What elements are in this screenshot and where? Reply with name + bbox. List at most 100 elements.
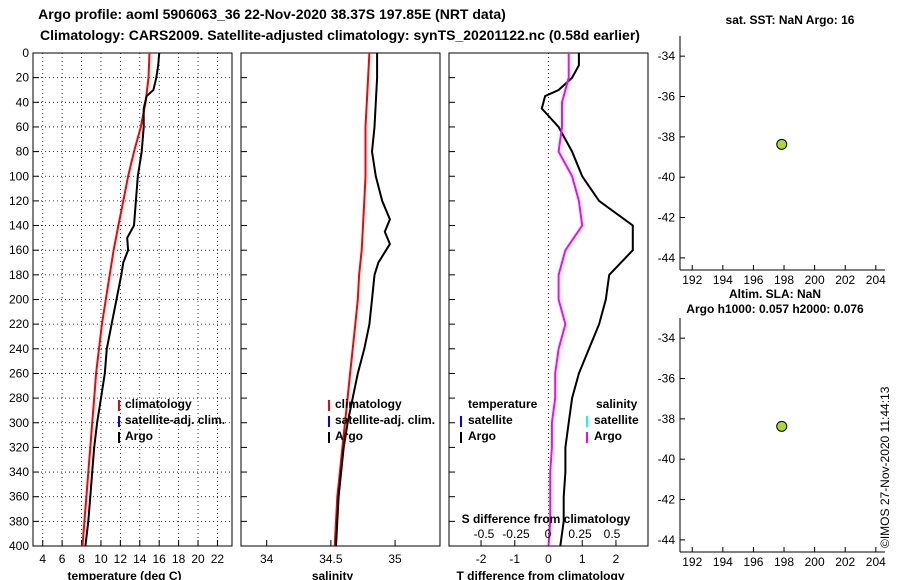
depth-tick-label: 400 bbox=[9, 539, 29, 553]
difference-top-tick-label: 0.25 bbox=[568, 527, 592, 541]
difference-xlabel: T difference from climatology bbox=[456, 569, 624, 580]
imos-watermark: ©IMOS 27-Nov-2020 11:44:13 bbox=[878, 386, 892, 548]
sst_map-ytick-label: -42 bbox=[658, 211, 676, 225]
depth-tick-label: 200 bbox=[9, 293, 29, 307]
figure-title-line1: Argo profile: aoml 5906063_36 22-Nov-202… bbox=[38, 6, 506, 22]
legend-t-title: temperature bbox=[468, 397, 538, 411]
depth-tick-label: 180 bbox=[9, 268, 29, 282]
temperature-xtick-label: 20 bbox=[191, 552, 205, 566]
temperature-legend-item: Argo bbox=[125, 429, 153, 443]
difference-top-tick-label: 0.5 bbox=[604, 527, 621, 541]
depth-tick-label: 100 bbox=[9, 169, 29, 183]
sst_map-xtick-label: 196 bbox=[743, 273, 763, 287]
depth-tick-label: 20 bbox=[16, 71, 30, 85]
salinity-xlabel: salinity bbox=[312, 569, 354, 580]
sla_map-ytick-label: -44 bbox=[658, 533, 676, 547]
sst_map-ytick-label: -40 bbox=[658, 170, 676, 184]
depth-tick-label: 380 bbox=[9, 514, 29, 528]
sst-map-panel: -34 -36 -38 -40 -42 -44 192 194 196 198 200 202 204 bbox=[658, 36, 886, 287]
sla_map-ytick-label: -42 bbox=[658, 493, 676, 507]
sst_map-ytick-label: -34 bbox=[658, 49, 676, 63]
salinity-xtick-label: 34 bbox=[260, 552, 274, 566]
sla_map-xtick-label: 194 bbox=[713, 555, 733, 569]
depth-tick-label: 220 bbox=[9, 317, 29, 331]
depth-tick-label: 320 bbox=[9, 440, 29, 454]
sla_map-xtick-label: 202 bbox=[835, 555, 855, 569]
depth-tick-label: 360 bbox=[9, 490, 29, 504]
sla_map-ytick-label: -36 bbox=[658, 372, 676, 386]
depth-tick-label: 140 bbox=[9, 219, 29, 233]
salinity-legend-item: Argo bbox=[335, 429, 363, 443]
temperature-xtick-label: 10 bbox=[94, 552, 108, 566]
difference-series-s-argo bbox=[547, 53, 584, 547]
sla_map-xtick-label: 198 bbox=[774, 555, 794, 569]
salinity-legend-item: climatology bbox=[335, 397, 402, 411]
sla-label-line1: Altim. SLA: NaN bbox=[729, 287, 821, 301]
temperature-xtick-label: 22 bbox=[211, 552, 225, 566]
salinity-legend-item: satellite-adj. clim. bbox=[335, 413, 435, 427]
sla_map-argo-position-marker bbox=[776, 420, 788, 432]
depth-tick-label: 260 bbox=[9, 366, 29, 380]
sla_map-ytick-label: -38 bbox=[658, 412, 676, 426]
sst_map-ytick-label: -38 bbox=[658, 130, 676, 144]
difference-xlabel-top: S difference from climatology bbox=[462, 512, 631, 526]
temperature-xtick-label: 8 bbox=[78, 552, 85, 566]
depth-tick-label: 340 bbox=[9, 465, 29, 479]
temperature-xtick-label: 6 bbox=[59, 552, 66, 566]
sst_map-ytick-label: -36 bbox=[658, 90, 676, 104]
difference-xtick-label: 1 bbox=[579, 552, 586, 566]
temperature-xtick-label: 16 bbox=[153, 552, 167, 566]
temperature-xtick-label: 14 bbox=[133, 552, 147, 566]
difference-panel: -2 -1 0 1 2 T difference from climatology S di… bbox=[448, 52, 649, 580]
sst_map-xtick-label: 192 bbox=[682, 273, 702, 287]
sla_map-ytick-label: -40 bbox=[658, 452, 676, 466]
depth-tick-label: 60 bbox=[16, 120, 30, 134]
figure-title-line2: Climatology: CARS2009. Satellite-adjuste… bbox=[40, 27, 640, 43]
difference-xtick-label: -1 bbox=[509, 552, 520, 566]
difference-xtick-label: -2 bbox=[476, 552, 487, 566]
legend-s-argo: Argo bbox=[594, 429, 622, 443]
sla_map-xtick-label: 192 bbox=[682, 555, 702, 569]
salinity-xtick-label: 34.5 bbox=[319, 552, 343, 566]
sst_map-argo-position-marker bbox=[776, 138, 788, 150]
sla_map-xtick-label: 196 bbox=[743, 555, 763, 569]
sst_map-xtick-label: 204 bbox=[866, 273, 886, 287]
temperature-xtick-label: 12 bbox=[114, 552, 128, 566]
temperature-series-climatology bbox=[81, 52, 151, 547]
difference-frame bbox=[448, 52, 649, 547]
sst_map-ytick-label: -44 bbox=[658, 251, 676, 265]
temperature-legend-item: climatology bbox=[125, 397, 192, 411]
difference-top-tick-label: -0.5 bbox=[474, 527, 495, 541]
difference-top-tick-label: -0.25 bbox=[502, 527, 530, 541]
sla_map-xtick-label: 200 bbox=[805, 555, 825, 569]
legend-s-title: salinity bbox=[596, 397, 638, 411]
sst_map-xtick-label: 198 bbox=[774, 273, 794, 287]
sst_map-xtick-label: 202 bbox=[835, 273, 855, 287]
depth-tick-label: 80 bbox=[16, 145, 30, 159]
temperature-xtick-label: 18 bbox=[172, 552, 186, 566]
sst_map-xtick-label: 200 bbox=[805, 273, 825, 287]
depth-tick-label: 160 bbox=[9, 243, 29, 257]
legend-s-satellite: satellite bbox=[594, 413, 639, 427]
difference-xtick-label: 2 bbox=[613, 552, 620, 566]
difference-series-t-argo bbox=[540, 53, 634, 547]
depth-tick-label: 120 bbox=[9, 194, 29, 208]
legend-t-argo: Argo bbox=[468, 429, 496, 443]
temperature-frame bbox=[32, 52, 233, 547]
salinity-panel: 34 34.5 35 salinity climatology satellite-adj… bbox=[240, 52, 441, 580]
legend-t-satellite: satellite bbox=[468, 413, 513, 427]
salinity-xtick-label: 35 bbox=[388, 552, 402, 566]
temperature-series-argo bbox=[84, 52, 161, 547]
temperature-legend-item: satellite-adj. clim. bbox=[125, 413, 225, 427]
sla-label-line2: Argo h1000: 0.057 h2000: 0.076 bbox=[686, 302, 864, 316]
salinity-series-argo bbox=[335, 53, 392, 547]
salinity-series-climatology bbox=[333, 52, 371, 547]
sla_map-xtick-label: 204 bbox=[866, 555, 886, 569]
temperature-xtick-label: 4 bbox=[39, 552, 46, 566]
sla_map-ytick-label: -34 bbox=[658, 331, 676, 345]
depth-tick-label: 280 bbox=[9, 391, 29, 405]
depth-tick-label: 40 bbox=[16, 95, 30, 109]
sst_map-xtick-label: 194 bbox=[713, 273, 733, 287]
sla-map-panel: -34 -36 -38 -40 -42 -44 192 194 196 198 200 202 204 bbox=[658, 318, 886, 569]
